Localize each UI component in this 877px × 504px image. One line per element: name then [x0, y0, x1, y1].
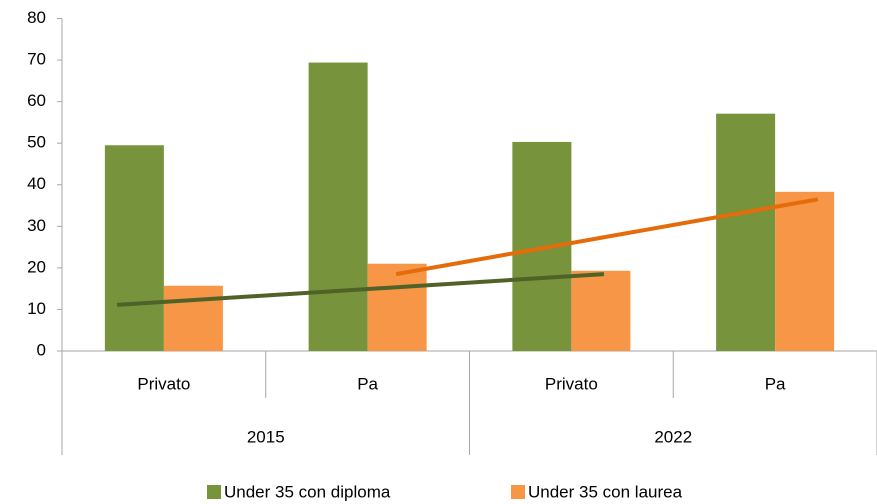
y-tick-label: 0: [37, 340, 46, 359]
bar: [104, 145, 164, 351]
x-tick-label: Privato: [545, 374, 598, 393]
x-tick-label: Pa: [765, 374, 786, 393]
y-tick-label: 20: [27, 257, 46, 276]
legend-swatch: [207, 485, 221, 499]
y-tick-label: 10: [27, 299, 46, 318]
trendline: [116, 272, 605, 307]
bar: [308, 62, 368, 352]
y-tick-label: 40: [27, 174, 46, 193]
y-tick-label: 80: [27, 8, 46, 27]
group-label: 2015: [247, 427, 285, 446]
y-tick-label: 70: [27, 50, 46, 69]
group-label: 2022: [654, 427, 692, 446]
legend-label: Under 35 con diploma: [224, 482, 391, 501]
x-tick-label: Privato: [137, 374, 190, 393]
bar: [716, 113, 776, 351]
bar: [163, 285, 223, 351]
legend-swatch: [511, 485, 525, 499]
y-tick-label: 30: [27, 216, 46, 235]
bar: [367, 263, 427, 351]
x-tick-label: Pa: [357, 374, 378, 393]
legend-label: Under 35 con laurea: [528, 482, 683, 501]
bar: [571, 270, 631, 351]
trendline: [395, 197, 819, 277]
bar: [775, 191, 835, 351]
y-tick-label: 50: [27, 133, 46, 152]
y-tick-label: 60: [27, 91, 46, 110]
